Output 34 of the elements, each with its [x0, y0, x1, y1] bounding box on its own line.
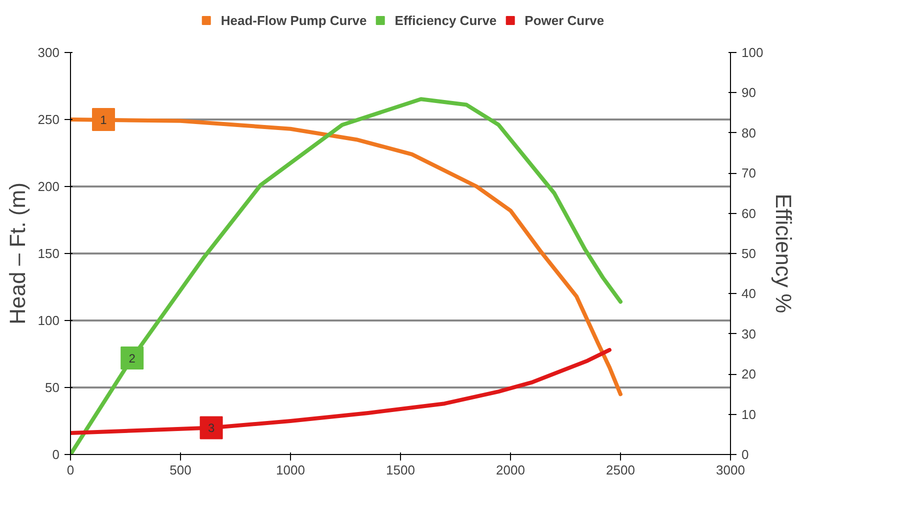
- y2-tick-label: 10: [742, 406, 756, 422]
- y-tick-label: 300: [38, 45, 60, 60]
- legend-label: Head-Flow Pump Curve: [220, 12, 367, 28]
- y2-tick-label: 80: [742, 125, 756, 140]
- y2-tick-label: 20: [742, 366, 756, 382]
- y-tick-label: 100: [38, 313, 60, 328]
- x-tick-label: 2000: [496, 462, 525, 478]
- y2-tick-label: 50: [742, 246, 756, 261]
- y2-tick-label: 30: [742, 326, 756, 342]
- y2-tick-label: 0: [742, 447, 749, 462]
- y2-tick-label: 70: [742, 166, 756, 181]
- legend-label: Efficiency Curve: [394, 12, 497, 28]
- x-tick-label: 0: [66, 462, 74, 478]
- y2-tick-label: 40: [742, 286, 756, 302]
- y2-tick-label: 90: [742, 85, 756, 100]
- annotation: 1: [100, 113, 108, 127]
- y2-tick-label: 60: [742, 206, 756, 221]
- annotation: 2: [128, 352, 136, 366]
- x-tick-label: 1500: [386, 462, 415, 478]
- y-tick-label: 50: [45, 380, 60, 395]
- y-tick-label: 200: [38, 179, 60, 194]
- x-tick-label: 3000: [716, 462, 745, 478]
- legend-label: Power Curve: [524, 12, 604, 28]
- y2-tick-label: 100: [742, 45, 764, 60]
- x-tick-label: 500: [170, 462, 192, 478]
- y-axis-title: Head – Ft. (m): [4, 182, 30, 324]
- x-tick-label: 2500: [606, 462, 635, 478]
- y-tick-label: 250: [38, 112, 60, 127]
- line-series: [70, 97, 622, 454]
- y-tick-label: 150: [38, 246, 60, 261]
- y2-axis-title: Efficiency %: [771, 194, 796, 314]
- x-tick-label: 1000: [276, 462, 305, 478]
- annotation: 3: [208, 421, 215, 436]
- y-tick-label: 0: [52, 447, 60, 462]
